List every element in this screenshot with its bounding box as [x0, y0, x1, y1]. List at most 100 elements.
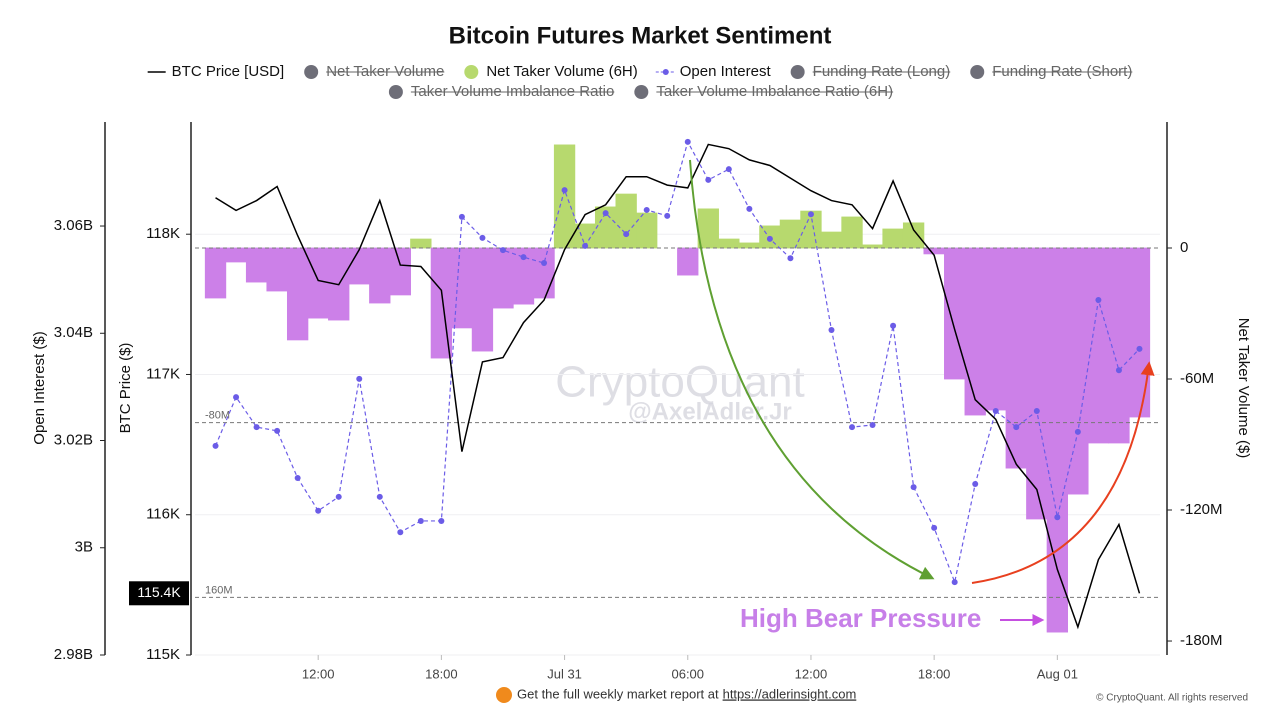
y3-tick-label: 3.02B: [54, 431, 93, 448]
y2-tick-label: -180M: [1180, 632, 1223, 649]
legend-label: Funding Rate (Short): [992, 63, 1132, 80]
legend-label: Funding Rate (Long): [813, 63, 951, 80]
point: [602, 210, 609, 217]
point: [1033, 408, 1040, 415]
point: [684, 138, 691, 145]
legend: BTC Price [USD] Net Taker Volume Net Taker…: [147, 63, 1133, 100]
bar: [553, 144, 576, 249]
point: [479, 234, 486, 241]
x-tick-label: Jul 31: [547, 666, 582, 681]
x-tick-label: 12:00: [302, 666, 335, 681]
legend-marker: [662, 69, 669, 75]
point: [849, 424, 856, 431]
x-tick-label: 18:00: [425, 666, 458, 681]
bar: [225, 247, 247, 263]
series-line: [215, 143, 1141, 630]
bar: [944, 247, 966, 380]
plot-area: 115K 116K 117K 118K 2.98B 3B 3.02B 3.04B 3.06B -1…: [54, 138, 1223, 681]
copyright: © CryptoQuant. All rights reserved: [1096, 693, 1248, 704]
point: [664, 212, 671, 219]
point: [499, 247, 506, 254]
reference-label: 160M: [205, 584, 233, 596]
point: [582, 242, 589, 249]
legend-marker: [304, 65, 319, 79]
legend-marker: [388, 85, 403, 99]
bar: [266, 247, 288, 292]
point: [253, 424, 260, 431]
bar: [841, 216, 863, 249]
point: [746, 205, 753, 212]
bar: [800, 210, 822, 249]
point: [992, 408, 999, 415]
chart-title: Bitcoin Futures Market Sentiment: [449, 22, 832, 49]
series-line: [214, 140, 1140, 585]
footer-text: Get the full weekly market report at: [517, 686, 719, 701]
point: [458, 213, 465, 220]
bar: [533, 247, 555, 299]
legend-marker: [634, 85, 649, 99]
footer-link[interactable]: https://adlerinsight.com: [723, 686, 857, 701]
point: [1074, 428, 1081, 435]
bar: [923, 247, 945, 255]
bar: [410, 238, 432, 249]
x-tick-label: 12:00: [795, 666, 828, 681]
point: [274, 427, 281, 434]
point: [890, 322, 897, 329]
annotation: High Bear Pressure: [740, 603, 981, 633]
point: [520, 254, 527, 261]
bar: [738, 242, 761, 249]
point: [931, 524, 938, 531]
point: [623, 231, 630, 238]
point: [972, 480, 979, 487]
y2-tick-label: -60M: [1180, 370, 1214, 387]
bar: [964, 247, 986, 416]
axis-title: Net Taker Volume ($): [1235, 318, 1252, 459]
point: [1054, 514, 1061, 521]
y2-tick-label: -120M: [1180, 501, 1223, 518]
y3-tick-label: 3B: [75, 539, 93, 556]
bar: [718, 238, 740, 249]
x-tick-label: 06:00: [671, 666, 704, 681]
legend-marker: [790, 65, 805, 79]
legend-label: Open Interest: [680, 63, 772, 80]
point: [376, 493, 383, 500]
bar: [985, 247, 1007, 411]
footer-icon: [496, 687, 512, 703]
bar: [636, 212, 658, 249]
point: [1136, 345, 1143, 352]
last-value-box: [129, 581, 189, 606]
bar: [492, 247, 514, 309]
point: [705, 176, 712, 183]
arrow: [689, 159, 935, 580]
bar: [882, 228, 904, 249]
point: [1095, 297, 1102, 304]
point: [335, 493, 342, 500]
point: [951, 579, 958, 586]
point: [643, 206, 650, 213]
point: [787, 255, 794, 262]
point: [356, 375, 363, 382]
bar: [286, 247, 309, 341]
last-value-label: 115.4K: [137, 584, 181, 600]
legend-marker: [464, 65, 479, 79]
bar: [389, 247, 411, 296]
bar: [697, 208, 719, 249]
point: [766, 235, 773, 242]
point: [828, 327, 835, 334]
y-tick-label: 115K: [146, 646, 180, 663]
legend-label: Taker Volume Imbalance Ratio (6H): [656, 83, 893, 100]
legend-label: Taker Volume Imbalance Ratio: [411, 83, 614, 100]
point: [725, 166, 732, 173]
bar: [1046, 247, 1069, 633]
bar: [1067, 247, 1089, 495]
y2-tick-label: 0: [1180, 239, 1188, 256]
bar: [677, 247, 699, 276]
bar: [820, 231, 843, 249]
bar: [307, 247, 329, 319]
watermark: CryptoQuant: [555, 358, 804, 407]
point: [869, 421, 876, 428]
bar: [861, 244, 884, 249]
bar: [451, 247, 473, 329]
legend-label: BTC Price [USD]: [172, 63, 285, 80]
